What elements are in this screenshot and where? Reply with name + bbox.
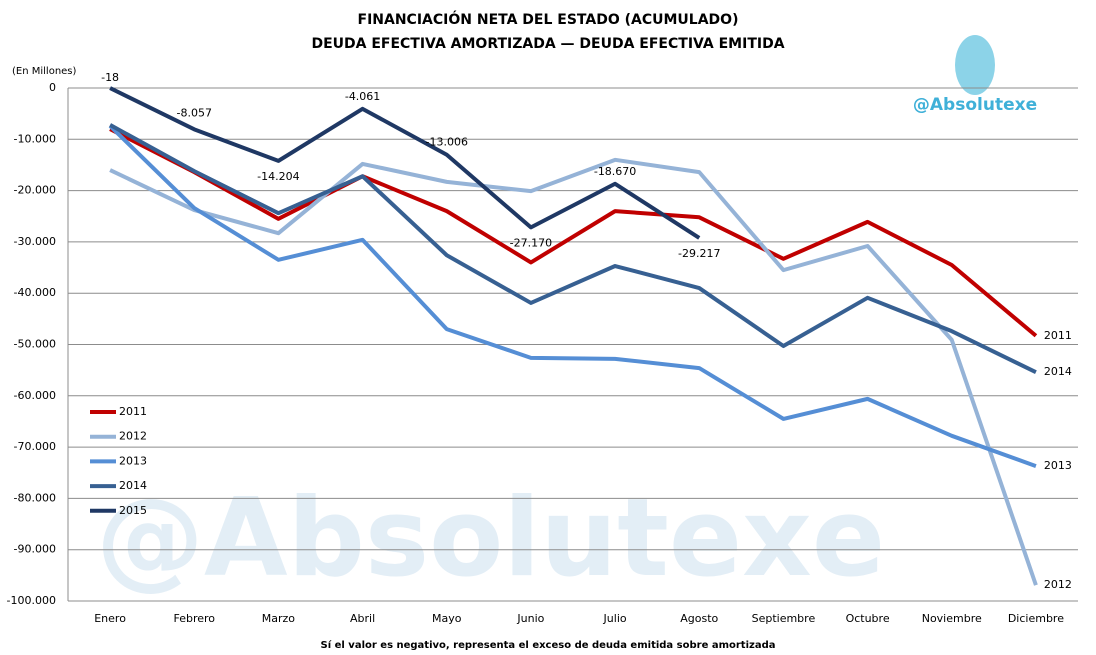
y-tick-label: -90.000	[14, 543, 56, 556]
end-label: 2013	[1044, 459, 1072, 472]
x-tick-label: Enero	[94, 612, 126, 625]
x-tick-label: Julio	[603, 612, 627, 625]
end-label: 2012	[1044, 578, 1072, 591]
series-line	[109, 127, 1038, 338]
x-tick-label: Octubre	[846, 612, 890, 625]
y-tick-label: -20.000	[14, 184, 56, 197]
data-label: -18.670	[594, 165, 636, 178]
series-line	[108, 124, 1037, 468]
x-tick-label: Diciembre	[1008, 612, 1064, 625]
data-label: -8.057	[177, 106, 212, 119]
y-tick-label: -80.000	[14, 491, 56, 504]
y-tick-label: -30.000	[14, 235, 56, 248]
data-label: -18	[101, 71, 119, 84]
series-line	[109, 86, 701, 240]
x-tick-label: Junio	[516, 612, 544, 625]
data-label: -29.217	[678, 247, 720, 260]
legend-label: 2011	[119, 405, 147, 418]
x-tick-label: Mayo	[432, 612, 462, 625]
x-tick-label: Abril	[350, 612, 375, 625]
y-tick-label: -100.000	[7, 594, 56, 607]
y-tick-label: -40.000	[14, 286, 56, 299]
data-label: -4.061	[345, 90, 380, 103]
logo	[955, 35, 995, 95]
watermark: @Absolutexe	[96, 476, 885, 601]
x-tick-label: Noviembre	[922, 612, 982, 625]
x-tick-label: Septiembre	[752, 612, 816, 625]
series-line	[109, 157, 1038, 586]
data-label: -27.170	[510, 236, 552, 249]
y-axis-label: (En Millones)	[12, 66, 77, 77]
end-label: 2011	[1044, 329, 1072, 342]
legend-label: 2013	[119, 454, 147, 467]
y-tick-label: -50.000	[14, 338, 56, 351]
data-label: -14.204	[257, 170, 299, 183]
end-label: 2014	[1044, 365, 1072, 378]
logo-text: @Absolutexe	[913, 95, 1037, 115]
y-tick-label: -70.000	[14, 440, 56, 453]
logo-icon	[955, 35, 995, 95]
legend-label: 2012	[119, 430, 147, 443]
y-tick-label: 0	[49, 81, 56, 94]
x-tick-label: Marzo	[262, 612, 296, 625]
footnote: Sí el valor es negativo, representa el e…	[321, 639, 776, 651]
y-tick-label: -60.000	[14, 389, 56, 402]
x-tick-label: Febrero	[173, 612, 215, 625]
y-tick-label: -10.000	[14, 132, 56, 145]
legend-label: 2015	[119, 504, 147, 517]
data-label: -13.006	[426, 136, 468, 149]
legend-label: 2014	[119, 479, 147, 492]
chart-subtitle: DEUDA EFECTIVA AMORTIZADA — DEUDA EFECTI…	[311, 36, 784, 52]
series-line	[109, 123, 1037, 374]
x-tick-label: Agosto	[680, 612, 718, 625]
chart-title: FINANCIACIÓN NETA DEL ESTADO (ACUMULADO)	[358, 10, 739, 28]
